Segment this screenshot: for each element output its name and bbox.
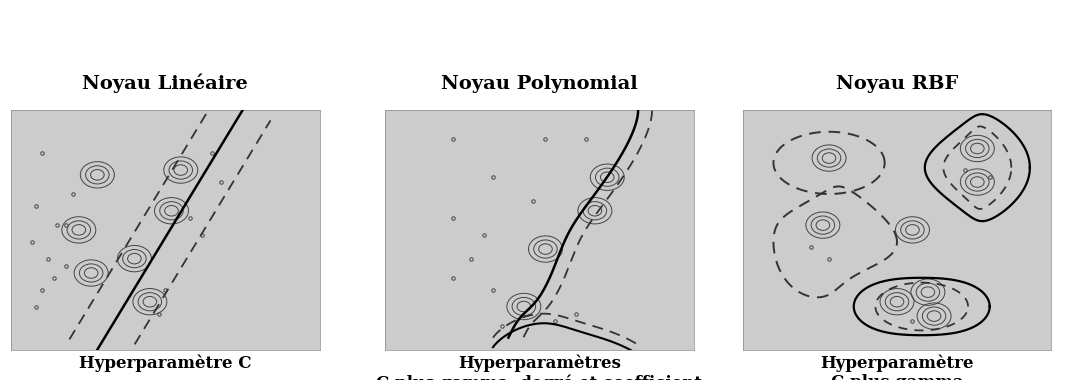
Text: Noyau RBF: Noyau RBF xyxy=(836,75,958,93)
Text: C plus gamma, degré et coefficient: C plus gamma, degré et coefficient xyxy=(376,374,702,380)
Text: Hyperparamètre C: Hyperparamètre C xyxy=(79,354,251,372)
Text: Noyau Polynomial: Noyau Polynomial xyxy=(441,75,637,93)
Text: Hyperparamètres: Hyperparamètres xyxy=(457,354,621,372)
Text: C plus gamma: C plus gamma xyxy=(830,374,964,380)
Text: Hyperparamètre: Hyperparamètre xyxy=(821,354,973,372)
Text: Noyau Linéaire: Noyau Linéaire xyxy=(82,74,248,93)
